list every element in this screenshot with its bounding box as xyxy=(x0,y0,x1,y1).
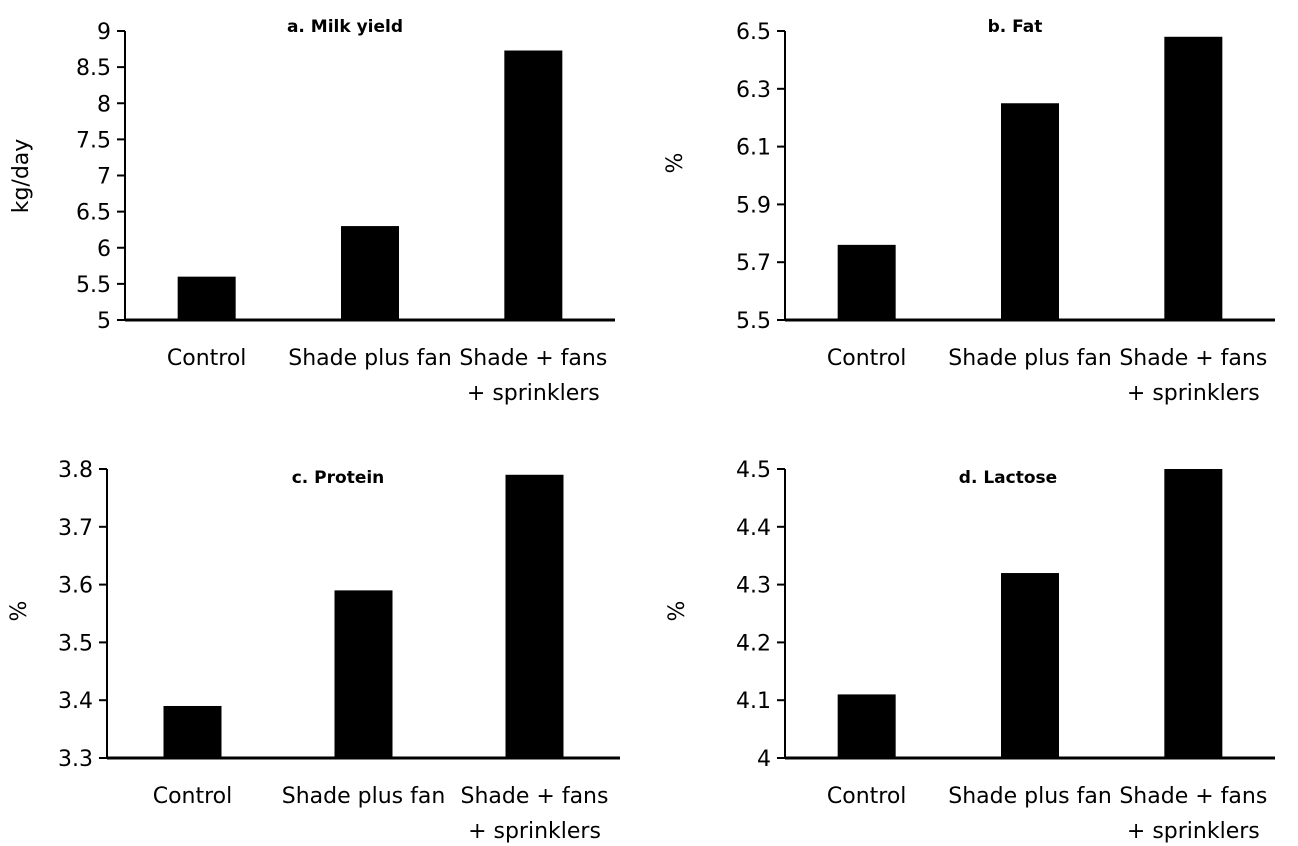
y-tick-label: 6.1 xyxy=(736,136,771,161)
y-tick-label: 4.2 xyxy=(736,631,771,656)
x-category-label: Control xyxy=(827,346,907,371)
y-tick-label: 8 xyxy=(97,92,111,117)
x-category-label: Shade plus fan xyxy=(948,346,1112,371)
y-tick-label: 6.5 xyxy=(76,201,111,226)
bar-3 xyxy=(1164,36,1223,320)
bar-2 xyxy=(1001,573,1059,758)
bar-1 xyxy=(177,276,236,320)
y-tick-label: 3.4 xyxy=(58,689,93,714)
x-category-label: Control xyxy=(153,784,233,809)
y-tick-label: 3.6 xyxy=(58,574,93,599)
y-tick-label: 6.3 xyxy=(736,78,771,103)
y-tick-label: 6.5 xyxy=(736,20,771,45)
y-tick-label: 7 xyxy=(97,165,111,190)
y-axis-label: % xyxy=(7,601,32,622)
y-tick-label: 3.8 xyxy=(58,458,93,483)
chart-title: c. Protein xyxy=(292,468,385,488)
y-tick-label: 6 xyxy=(97,237,111,262)
y-tick-label: 5 xyxy=(97,309,111,334)
chart-panel-1: 5 5.5 6 6.5 7 7.5 8 8.5 9 Control Shade plus fan Sh… xyxy=(9,17,615,406)
y-tick-label: 4.5 xyxy=(736,458,771,483)
chart-title: b. Fat xyxy=(988,17,1043,37)
y-axis-label: % xyxy=(665,601,690,622)
y-tick-label: 3.3 xyxy=(58,747,93,772)
y-tick-label: 7.5 xyxy=(76,128,111,153)
y-axis-label: % xyxy=(663,153,688,174)
bar-3 xyxy=(505,474,564,758)
x-category-label: Shade + fans xyxy=(461,784,609,809)
chart-title: a. Milk yield xyxy=(287,17,403,37)
x-category-label: Control xyxy=(827,784,907,809)
x-category-label: + sprinklers xyxy=(468,819,601,844)
y-tick-label: 4 xyxy=(757,747,771,772)
y-axis-label: kg/day xyxy=(9,139,34,214)
x-category-label: Shade plus fan xyxy=(948,784,1112,809)
bar-2 xyxy=(334,590,393,758)
y-tick-label: 5.5 xyxy=(76,273,111,298)
chart-panel-4: 4 4.1 4.2 4.3 4.4 4.5 Control Shade plus fan Sha… xyxy=(665,458,1275,844)
y-tick-label: 4.4 xyxy=(736,516,771,541)
bar-1 xyxy=(837,694,896,758)
x-category-label: Shade + fans xyxy=(1119,346,1267,371)
chart-panel-3: 3.3 3.4 3.5 3.6 3.7 3.8 Control Shade plus fan S… xyxy=(7,458,620,844)
x-category-label: + sprinklers xyxy=(1127,819,1260,844)
bar-2 xyxy=(1001,103,1059,320)
x-category-label: Shade plus fan xyxy=(288,346,452,371)
y-tick-label: 3.7 xyxy=(58,516,93,541)
y-tick-label: 3.5 xyxy=(58,631,93,656)
y-tick-label: 4.3 xyxy=(736,574,771,599)
chart-title: d. Lactose xyxy=(959,468,1057,488)
x-category-label: Shade plus fan xyxy=(282,784,446,809)
chart-panel-2: 5.5 5.7 5.9 6.1 6.3 6.5 Control Shade plus fan S… xyxy=(663,17,1275,406)
y-tick-label: 5.5 xyxy=(736,309,771,334)
x-category-label: + sprinklers xyxy=(1127,381,1260,406)
bar-3 xyxy=(504,50,563,320)
bar-1 xyxy=(163,705,222,758)
y-tick-label: 4.1 xyxy=(736,689,771,714)
y-tick-label: 5.9 xyxy=(736,193,771,218)
bar-1 xyxy=(837,244,896,320)
y-tick-label: 8.5 xyxy=(76,56,111,81)
y-tick-label: 5.7 xyxy=(736,251,771,276)
bar-2 xyxy=(341,226,399,320)
x-category-label: Control xyxy=(167,346,247,371)
x-category-label: + sprinklers xyxy=(467,381,600,406)
bar-3 xyxy=(1164,469,1223,758)
y-tick-label: 9 xyxy=(97,20,111,45)
x-category-label: Shade + fans xyxy=(1119,784,1267,809)
x-category-label: Shade + fans xyxy=(459,346,607,371)
